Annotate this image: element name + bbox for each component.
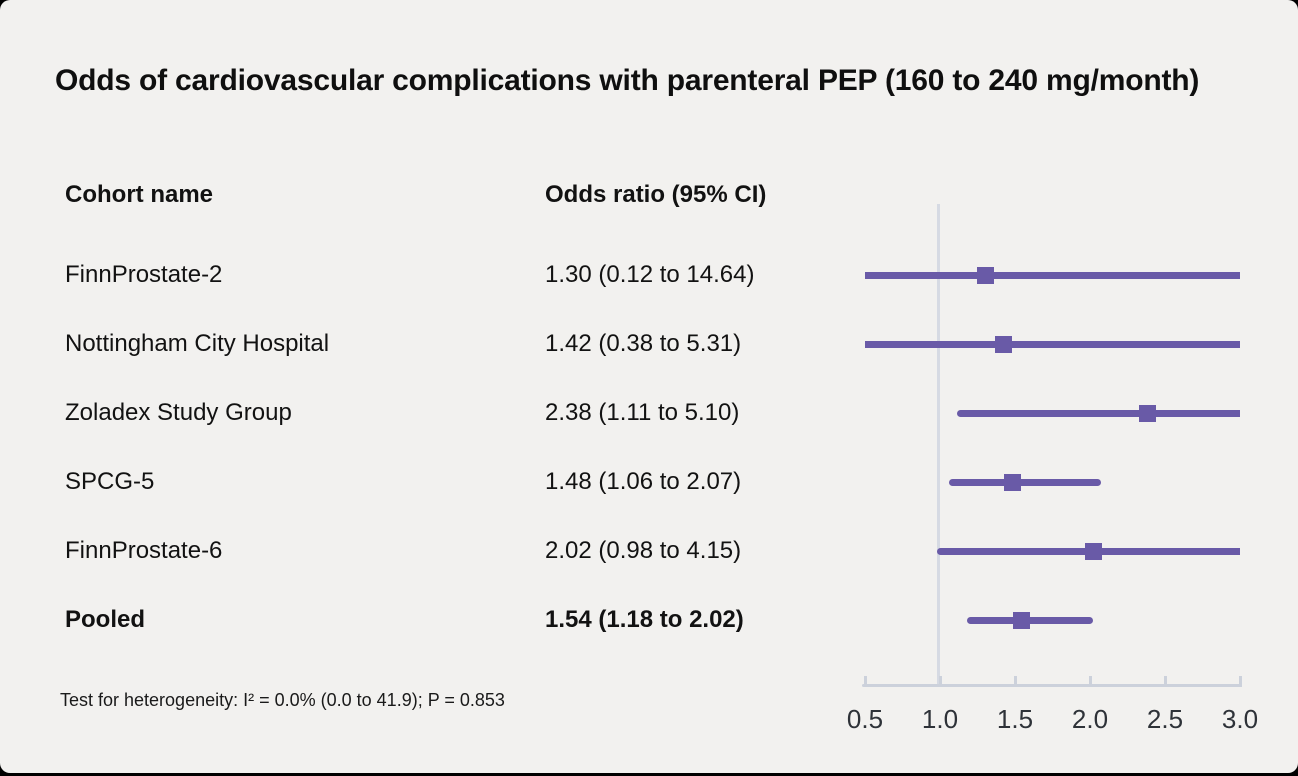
axis-tick [1238, 676, 1242, 687]
axis-tick-label: 2.0 [1071, 704, 1109, 734]
or-ci-value: 1.54 (1.18 to 2.02) [545, 606, 744, 633]
or-ci-value: 2.02 (0.98 to 4.15) [545, 537, 742, 564]
cohort-label: FinnProstate-6 [65, 537, 223, 564]
point-estimate-marker [977, 267, 994, 284]
point-estimate-marker [995, 336, 1012, 353]
column-header-odds-ratio: Odds ratio (95% CI) [545, 181, 767, 208]
ci-line [865, 272, 1240, 279]
axis-tick [1013, 676, 1017, 687]
ci-line [956, 410, 1240, 417]
axis-tick [938, 676, 942, 687]
point-estimate-marker [1004, 474, 1021, 491]
point-estimate-marker [1085, 543, 1102, 560]
cohort-label: FinnProstate-2 [65, 261, 223, 288]
ci-line [949, 479, 1101, 486]
heterogeneity-note: Test for heterogeneity: I² = 0.0% (0.0 t… [60, 690, 505, 710]
axis-tick [1163, 676, 1167, 687]
cohort-label: Nottingham City Hospital [65, 330, 330, 357]
or-ci-value: 2.38 (1.11 to 5.10) [545, 399, 740, 426]
or-ci-value: 1.30 (0.12 to 14.64) [545, 261, 755, 288]
axis-tick-label: 2.5 [1146, 704, 1184, 734]
x-axis [862, 684, 1242, 687]
point-estimate-marker [1139, 405, 1156, 422]
cohort-label: Pooled [65, 606, 146, 633]
chart-title: Odds of cardiovascular complications wit… [55, 64, 1200, 97]
axis-tick [863, 676, 867, 687]
ci-line [967, 617, 1093, 624]
axis-tick-label: 3.0 [1221, 704, 1259, 734]
ci-line [865, 341, 1240, 348]
reference-line [937, 204, 940, 687]
or-ci-value: 1.42 (0.38 to 5.31) [545, 330, 742, 357]
axis-tick [1088, 676, 1092, 687]
axis-tick-label: 1.5 [996, 704, 1034, 734]
axis-tick-label: 1.0 [921, 704, 959, 734]
axis-tick-label: 0.5 [846, 704, 884, 734]
or-ci-value: 1.48 (1.06 to 2.07) [545, 468, 742, 495]
column-header-cohort: Cohort name [65, 181, 214, 208]
point-estimate-marker [1013, 612, 1030, 629]
cohort-label: SPCG-5 [65, 468, 155, 495]
cohort-label: Zoladex Study Group [65, 399, 292, 426]
